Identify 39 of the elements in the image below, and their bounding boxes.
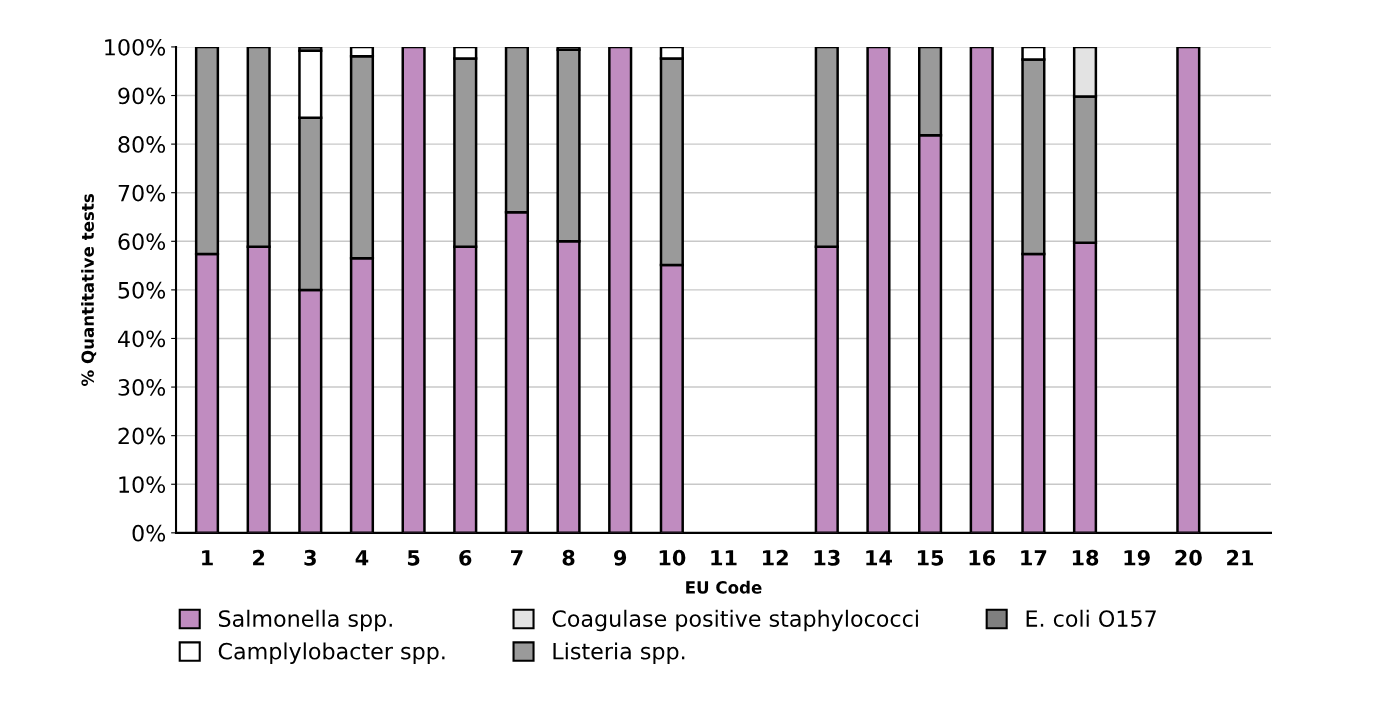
x-tick-label: 3 [304, 549, 316, 566]
x-tick-label: 10 [659, 549, 686, 566]
y-tick-label: 30% [118, 379, 166, 396]
y-tick-label: 10% [119, 476, 166, 493]
legend-label: Listeria spp. [553, 642, 685, 664]
x-tick-label: 14 [866, 550, 892, 566]
x-tick-label: 11 [711, 550, 737, 566]
legend-label: Coagulase positive staphylococci [552, 609, 918, 632]
x-tick-label: 12 [762, 549, 788, 566]
x-tick-label: 15 [917, 550, 944, 566]
x-tick-label: 5 [407, 550, 420, 566]
y-tick-label: 100% [105, 38, 166, 56]
x-tick-label: 16 [969, 549, 996, 566]
legend-label: Salmonella spp. [218, 609, 392, 632]
x-tick-label: 2 [253, 549, 265, 566]
y-tick-label: 40% [117, 330, 166, 348]
x-tick-label: 20 [1175, 549, 1202, 566]
legend-label: Camplylobacter spp. [218, 642, 445, 664]
x-tick-label: 18 [1072, 549, 1099, 566]
x-tick-label: 9 [614, 549, 627, 566]
legend-label: E. coli O157 [1026, 609, 1156, 627]
y-tick-label: 0% [132, 524, 166, 542]
y-tick-label: 90% [118, 87, 166, 105]
x-tick-label: 21 [1227, 549, 1254, 566]
x-tick-label: 17 [1021, 550, 1047, 566]
x-tick-label: 1 [202, 550, 213, 566]
x-tick-label: 4 [355, 550, 369, 566]
x-tick-label: 6 [459, 549, 472, 566]
x-tick-label: 7 [511, 550, 523, 566]
x-tick-label: 19 [1124, 549, 1150, 566]
y-tick-label: 20% [118, 427, 166, 445]
y-tick-label: 80% [118, 136, 166, 153]
y-tick-label: 60% [118, 233, 166, 251]
y-tick-label: 50% [118, 281, 166, 299]
x-tick-label: 13 [814, 549, 840, 566]
x-axis-title: EU Code [686, 580, 762, 594]
y-tick-label: 70% [118, 184, 166, 202]
x-tick-label: 8 [562, 549, 575, 566]
y-axis-title: % Quantitative tests [81, 194, 97, 386]
